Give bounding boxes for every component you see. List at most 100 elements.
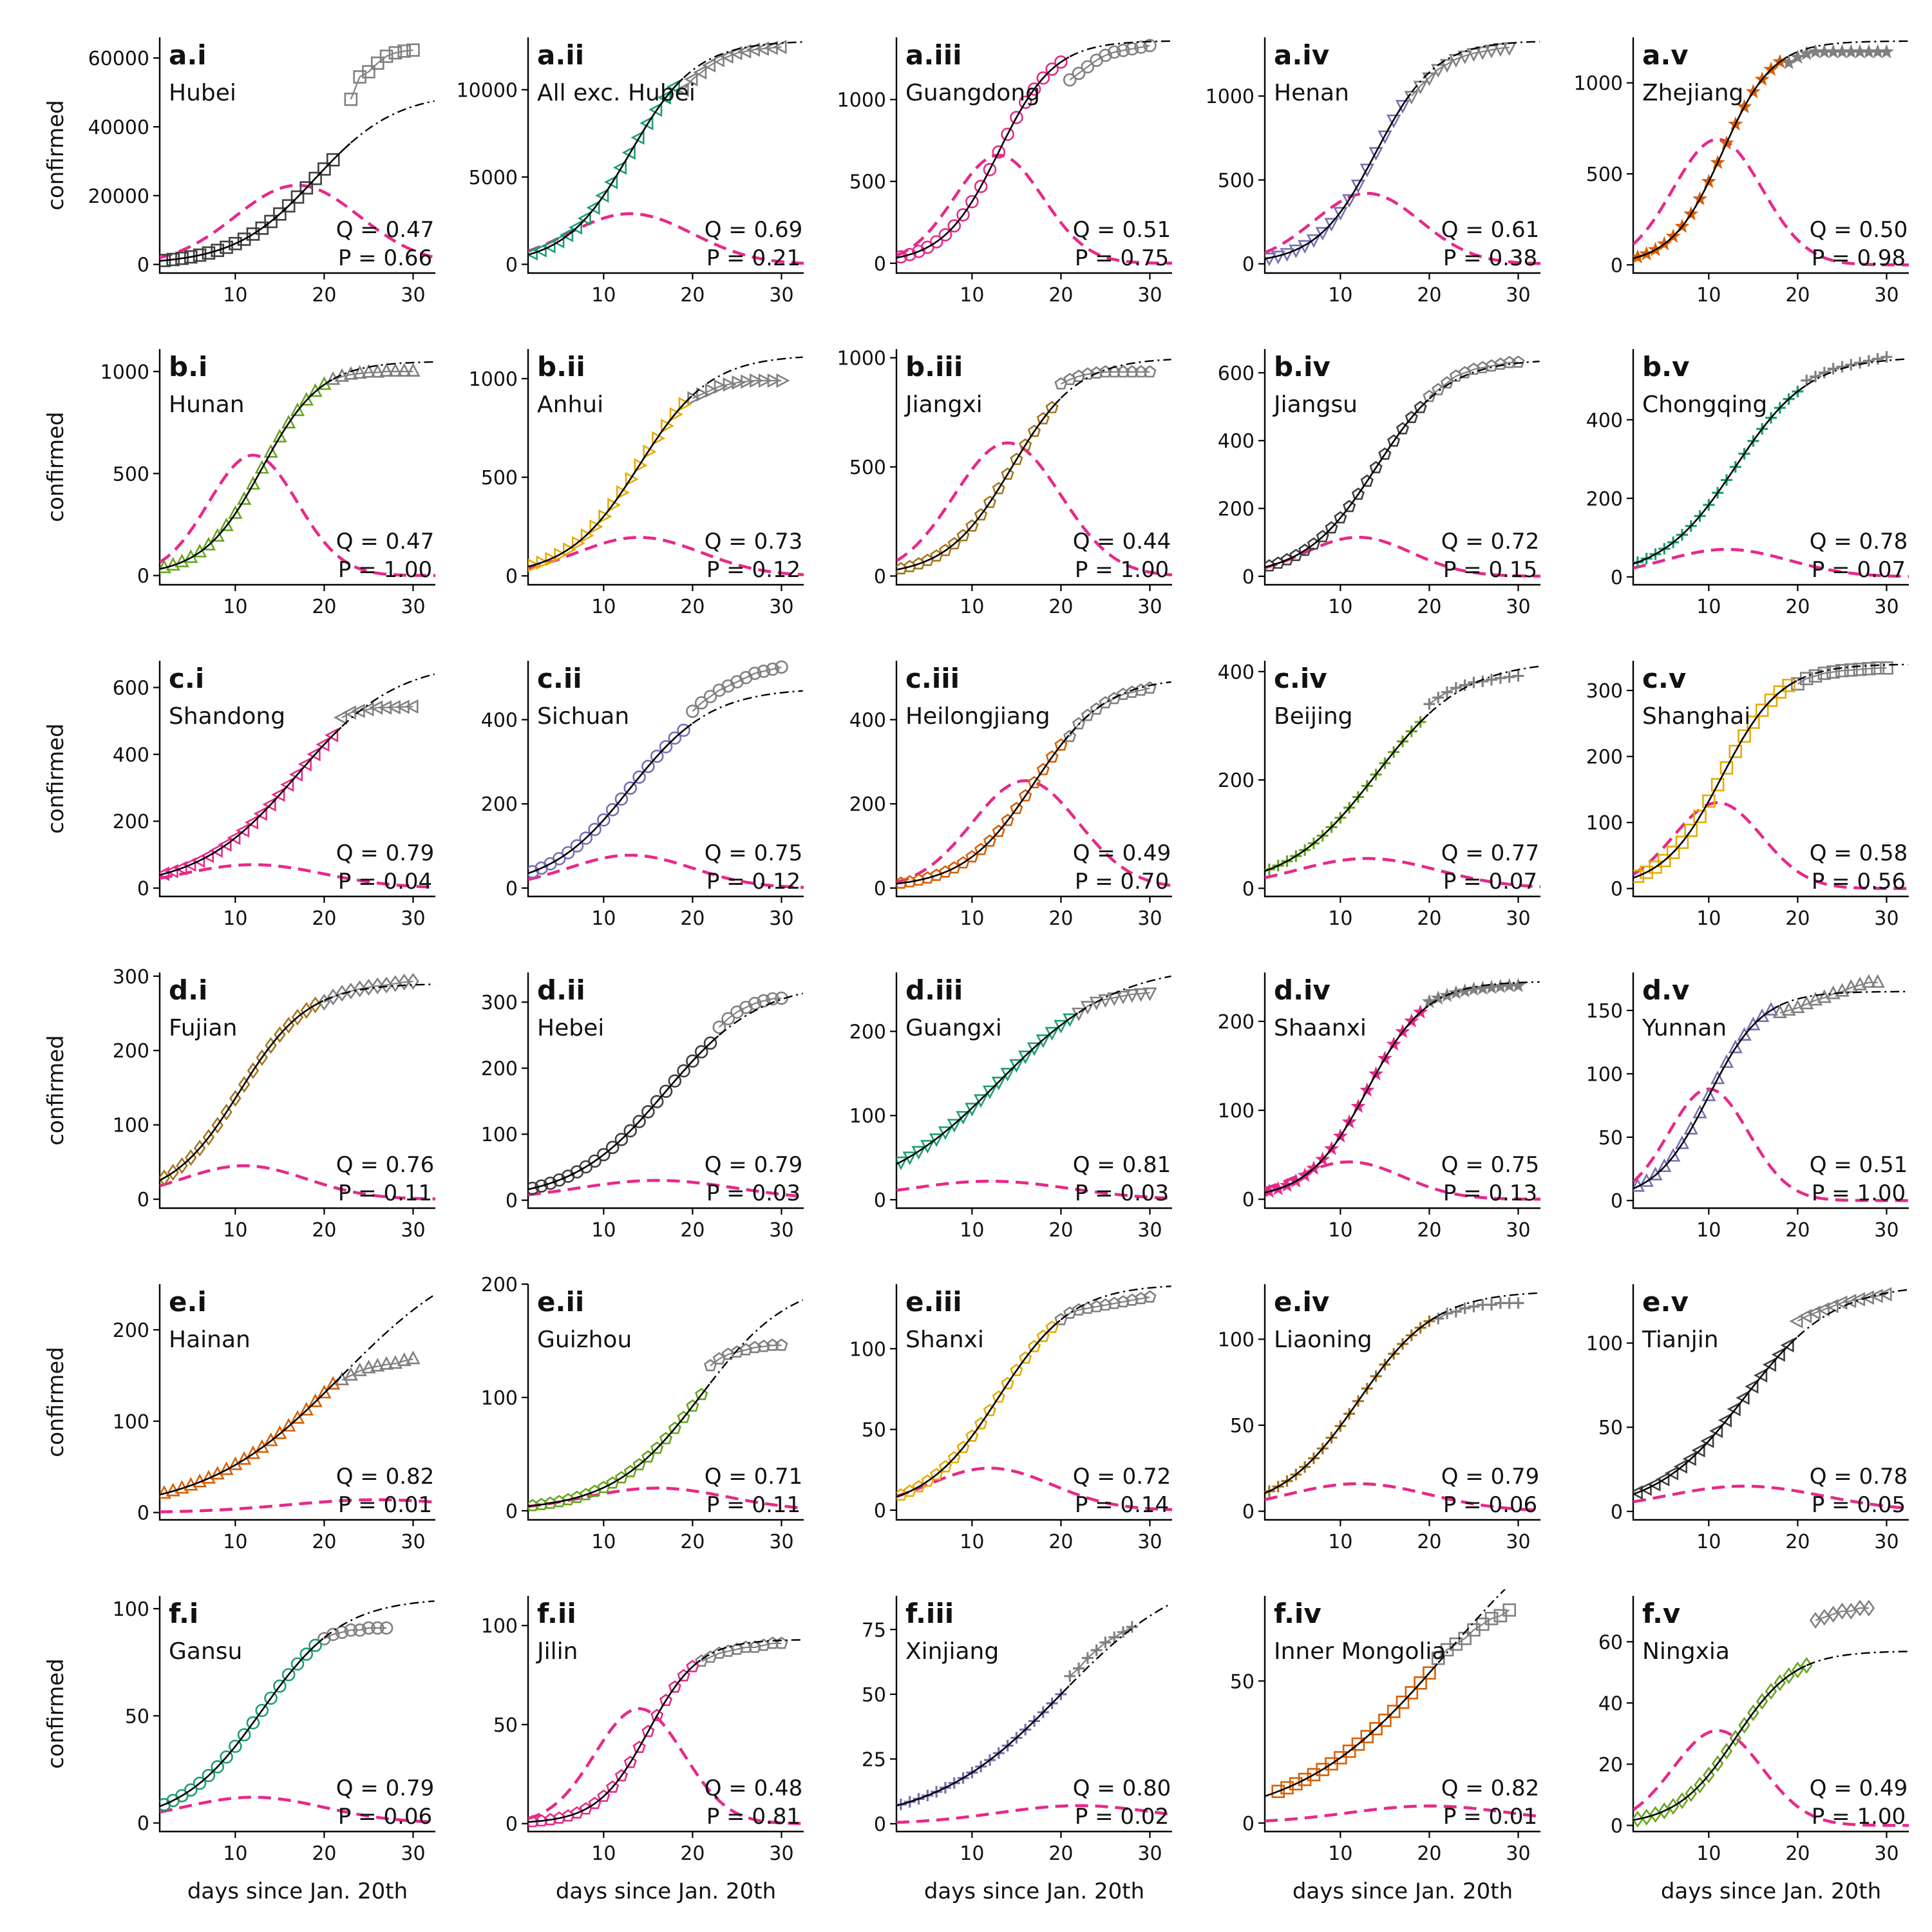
- data-point: [184, 1783, 198, 1797]
- data-point: [947, 219, 961, 232]
- y-tick-label: 500: [113, 463, 149, 486]
- data-point: [542, 239, 556, 254]
- x-tick-label: 30: [769, 596, 793, 618]
- data-point: [237, 1728, 251, 1742]
- data-point: [289, 767, 303, 782]
- panel-f-ii: 0 50 100 10 20 30 days since Jan. 20th f.ii Jili…: [481, 1596, 804, 1904]
- p-value: P = 0.12: [706, 557, 800, 583]
- later-data-point: [354, 980, 366, 998]
- y-tick-label: 300: [1586, 680, 1623, 703]
- later-data-point: [1845, 1602, 1857, 1620]
- axes-spine: [1264, 972, 1540, 1209]
- data-point: [254, 460, 269, 474]
- gaussian-curve: [896, 1466, 1173, 1511]
- gaussian-curve: [160, 1164, 436, 1200]
- panel-label: e.iv: [1274, 1286, 1329, 1318]
- projection-curve: [1788, 40, 1908, 57]
- axes-spine: [527, 349, 804, 586]
- y-tick-label: 10000: [457, 79, 518, 102]
- x-tick-label: 20: [312, 1842, 336, 1865]
- data-point: [1334, 511, 1347, 524]
- later-data-line: [719, 997, 782, 1028]
- data-point: [1001, 467, 1014, 480]
- later-data-point: [1450, 682, 1462, 694]
- data-point: [650, 1709, 664, 1721]
- data-point: [1682, 1452, 1696, 1466]
- panel-label: c.ii: [537, 663, 582, 694]
- data-point: [1771, 1347, 1785, 1362]
- data-point: [974, 180, 988, 193]
- data-point: [947, 1119, 961, 1133]
- y-tick-label: 200: [113, 811, 149, 833]
- later-data-point: [1880, 351, 1893, 363]
- later-data-point: [675, 82, 689, 97]
- y-tick-label: 1000: [1206, 86, 1255, 108]
- later-data-point: [1493, 978, 1508, 994]
- q-value: Q = 0.51: [1810, 1152, 1908, 1178]
- data-point: [571, 536, 586, 551]
- region-name: Hubei: [169, 80, 236, 106]
- data-point: [623, 781, 638, 795]
- panel-label: b.i: [169, 351, 207, 383]
- later-data-point: [344, 92, 358, 106]
- y-axis-label: confirmed: [43, 100, 69, 210]
- data-point: [1271, 1785, 1285, 1798]
- y-tick-label: 0: [1242, 1189, 1255, 1211]
- fit-curve: [1633, 384, 1806, 565]
- later-data-point: [363, 979, 375, 996]
- x-tick-label: 30: [401, 907, 425, 930]
- later-data-point: [362, 1621, 375, 1635]
- panel-label: c.v: [1642, 663, 1686, 694]
- data-point: [308, 1393, 323, 1407]
- data-point: [1675, 835, 1689, 849]
- p-value: P = 1.00: [1812, 1180, 1906, 1206]
- y-tick-label: 0: [137, 878, 149, 900]
- panel-d-iii: 0 100 200 10 20 30 d.iii Guangxi Q = 0.81P = 0.0…: [849, 972, 1173, 1242]
- x-tick-label: 10: [1328, 1531, 1352, 1553]
- x-axis-label: days since Jan. 20th: [924, 1879, 1144, 1904]
- q-value: Q = 0.78: [1810, 1464, 1908, 1490]
- data-point: [164, 864, 178, 878]
- region-name: Guizhou: [537, 1327, 632, 1353]
- q-value: Q = 0.79: [705, 1152, 803, 1178]
- p-value: P = 0.13: [1443, 1180, 1537, 1206]
- data-point: [956, 1111, 971, 1125]
- y-tick-label: 100: [1586, 812, 1623, 835]
- data-point: [160, 866, 169, 881]
- data-point: [1045, 750, 1059, 763]
- data-point: [273, 207, 287, 221]
- region-name: Tianjin: [1642, 1327, 1719, 1353]
- x-tick-label: 20: [680, 1219, 705, 1242]
- projection-curve: [701, 1639, 803, 1660]
- region-name: Gansu: [169, 1638, 242, 1665]
- fit-curve: [896, 1012, 1079, 1165]
- data-point: [1027, 1042, 1042, 1056]
- y-tick-label: 0: [1611, 1501, 1623, 1524]
- later-data-point: [379, 1621, 393, 1635]
- y-tick-label: 400: [1218, 661, 1255, 684]
- y-axis-label: confirmed: [43, 723, 69, 833]
- panel-label: d.ii: [537, 974, 585, 1006]
- data-point: [992, 824, 1005, 837]
- data-point: [1666, 846, 1680, 859]
- x-tick-label: 20: [312, 596, 336, 618]
- y-tick-label: 0: [1242, 566, 1255, 589]
- data-point: [1728, 744, 1743, 759]
- y-tick-label: 200: [113, 1320, 149, 1342]
- later-data-point: [1116, 44, 1130, 57]
- q-value: Q = 0.72: [1073, 1464, 1171, 1490]
- later-data-line: [341, 1358, 413, 1381]
- projection-curve: [341, 673, 435, 727]
- data-point: [1414, 1676, 1427, 1690]
- later-data-point: [1431, 1651, 1445, 1665]
- data-point: [1684, 824, 1698, 837]
- data-point: [992, 145, 1006, 159]
- axes-spine: [1264, 349, 1540, 586]
- later-data-line: [323, 1627, 387, 1640]
- later-data-point: [1852, 976, 1868, 990]
- data-point: [641, 759, 655, 773]
- data-point: [202, 1768, 216, 1783]
- data-point: [245, 476, 261, 490]
- y-tick-label: 400: [481, 710, 518, 732]
- fit-curve: [160, 1638, 324, 1808]
